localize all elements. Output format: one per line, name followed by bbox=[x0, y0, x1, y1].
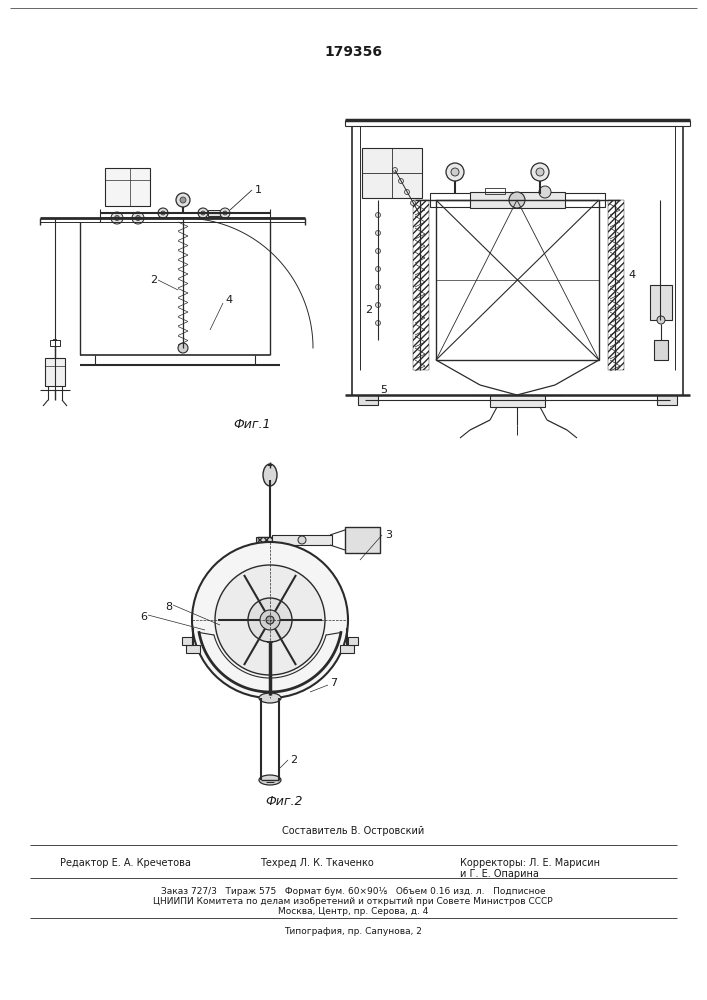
Circle shape bbox=[375, 248, 380, 253]
Text: 2: 2 bbox=[290, 755, 297, 765]
Circle shape bbox=[375, 266, 380, 271]
Circle shape bbox=[509, 192, 525, 208]
Ellipse shape bbox=[259, 693, 281, 703]
Bar bbox=[348, 637, 358, 645]
Bar bbox=[186, 645, 200, 653]
Circle shape bbox=[375, 320, 380, 326]
Bar bbox=[413, 200, 429, 370]
Text: Фиг.2: Фиг.2 bbox=[265, 795, 303, 808]
Circle shape bbox=[192, 542, 348, 698]
Circle shape bbox=[161, 211, 165, 215]
Circle shape bbox=[180, 197, 186, 203]
Bar bbox=[345, 527, 380, 553]
Circle shape bbox=[392, 167, 397, 172]
Text: Составитель В. Островский: Составитель В. Островский bbox=[282, 826, 424, 836]
Text: Москва, Центр, пр. Серова, д. 4: Москва, Центр, пр. Серова, д. 4 bbox=[278, 907, 428, 916]
Circle shape bbox=[446, 163, 464, 181]
Bar bbox=[657, 395, 677, 405]
Circle shape bbox=[178, 343, 188, 353]
Circle shape bbox=[298, 536, 306, 544]
Bar bbox=[340, 645, 354, 653]
Text: Типография, пр. Сапунова, 2: Типография, пр. Сапунова, 2 bbox=[284, 927, 422, 936]
Circle shape bbox=[201, 211, 205, 215]
Circle shape bbox=[375, 302, 380, 308]
Circle shape bbox=[260, 610, 280, 630]
Bar bbox=[430, 193, 605, 207]
Circle shape bbox=[536, 168, 544, 176]
Bar bbox=[654, 340, 668, 360]
Bar bbox=[50, 340, 60, 346]
Text: и Г. Е. Опарина: и Г. Е. Опарина bbox=[460, 869, 539, 879]
Bar bbox=[105, 168, 150, 206]
Circle shape bbox=[198, 208, 208, 218]
Circle shape bbox=[531, 163, 549, 181]
Bar bbox=[650, 285, 672, 320]
Ellipse shape bbox=[263, 464, 277, 486]
Circle shape bbox=[375, 284, 380, 290]
Bar bbox=[182, 637, 192, 645]
Text: Техред Л. К. Ткаченко: Техред Л. К. Ткаченко bbox=[260, 858, 374, 868]
Text: Заказ 727/3   Тираж 575   Формат бум. 60×90⅛   Объем 0.16 изд. л.   Подписное: Заказ 727/3 Тираж 575 Формат бум. 60×90⅛… bbox=[160, 887, 545, 896]
Text: 8: 8 bbox=[165, 602, 172, 612]
Text: Корректоры: Л. Е. Марисин: Корректоры: Л. Е. Марисин bbox=[460, 858, 600, 868]
Text: 7: 7 bbox=[330, 678, 337, 688]
Circle shape bbox=[220, 208, 230, 218]
Bar bbox=[208, 210, 220, 216]
Bar bbox=[485, 188, 505, 194]
Text: 179356: 179356 bbox=[324, 45, 382, 59]
Text: Редактор Е. А. Кречетова: Редактор Е. А. Кречетова bbox=[60, 858, 191, 868]
Text: 3: 3 bbox=[385, 530, 392, 540]
Circle shape bbox=[657, 316, 665, 324]
Circle shape bbox=[539, 186, 551, 198]
Bar bbox=[608, 200, 624, 370]
Text: Фиг.1: Фиг.1 bbox=[233, 418, 271, 431]
Circle shape bbox=[158, 208, 168, 218]
Circle shape bbox=[115, 216, 119, 221]
Bar bbox=[470, 192, 565, 208]
Text: 2: 2 bbox=[365, 305, 372, 315]
Circle shape bbox=[375, 231, 380, 235]
Bar bbox=[258, 537, 282, 544]
Bar bbox=[436, 200, 599, 360]
Circle shape bbox=[404, 190, 409, 194]
Text: 2: 2 bbox=[150, 275, 157, 285]
Circle shape bbox=[136, 216, 141, 221]
Circle shape bbox=[399, 178, 404, 184]
Bar bbox=[490, 395, 545, 407]
Bar bbox=[45, 358, 65, 386]
Text: 4: 4 bbox=[225, 295, 232, 305]
Bar bbox=[362, 148, 422, 198]
Circle shape bbox=[375, 213, 380, 218]
Circle shape bbox=[411, 200, 416, 206]
Bar bbox=[358, 395, 378, 405]
Text: ЦНИИПИ Комитета по делам изобретений и открытий при Совете Министров СССР: ЦНИИПИ Комитета по делам изобретений и о… bbox=[153, 897, 553, 906]
Bar bbox=[272, 535, 332, 545]
Text: 6: 6 bbox=[140, 612, 147, 622]
Circle shape bbox=[132, 212, 144, 224]
Circle shape bbox=[176, 193, 190, 207]
Circle shape bbox=[266, 616, 274, 624]
Text: 1: 1 bbox=[255, 185, 262, 195]
Bar bbox=[256, 537, 284, 544]
Circle shape bbox=[223, 211, 227, 215]
Text: 4: 4 bbox=[628, 270, 635, 280]
Circle shape bbox=[248, 598, 292, 642]
Circle shape bbox=[215, 565, 325, 675]
Circle shape bbox=[111, 212, 123, 224]
Text: 5: 5 bbox=[380, 385, 387, 395]
Ellipse shape bbox=[259, 775, 281, 785]
Circle shape bbox=[451, 168, 459, 176]
